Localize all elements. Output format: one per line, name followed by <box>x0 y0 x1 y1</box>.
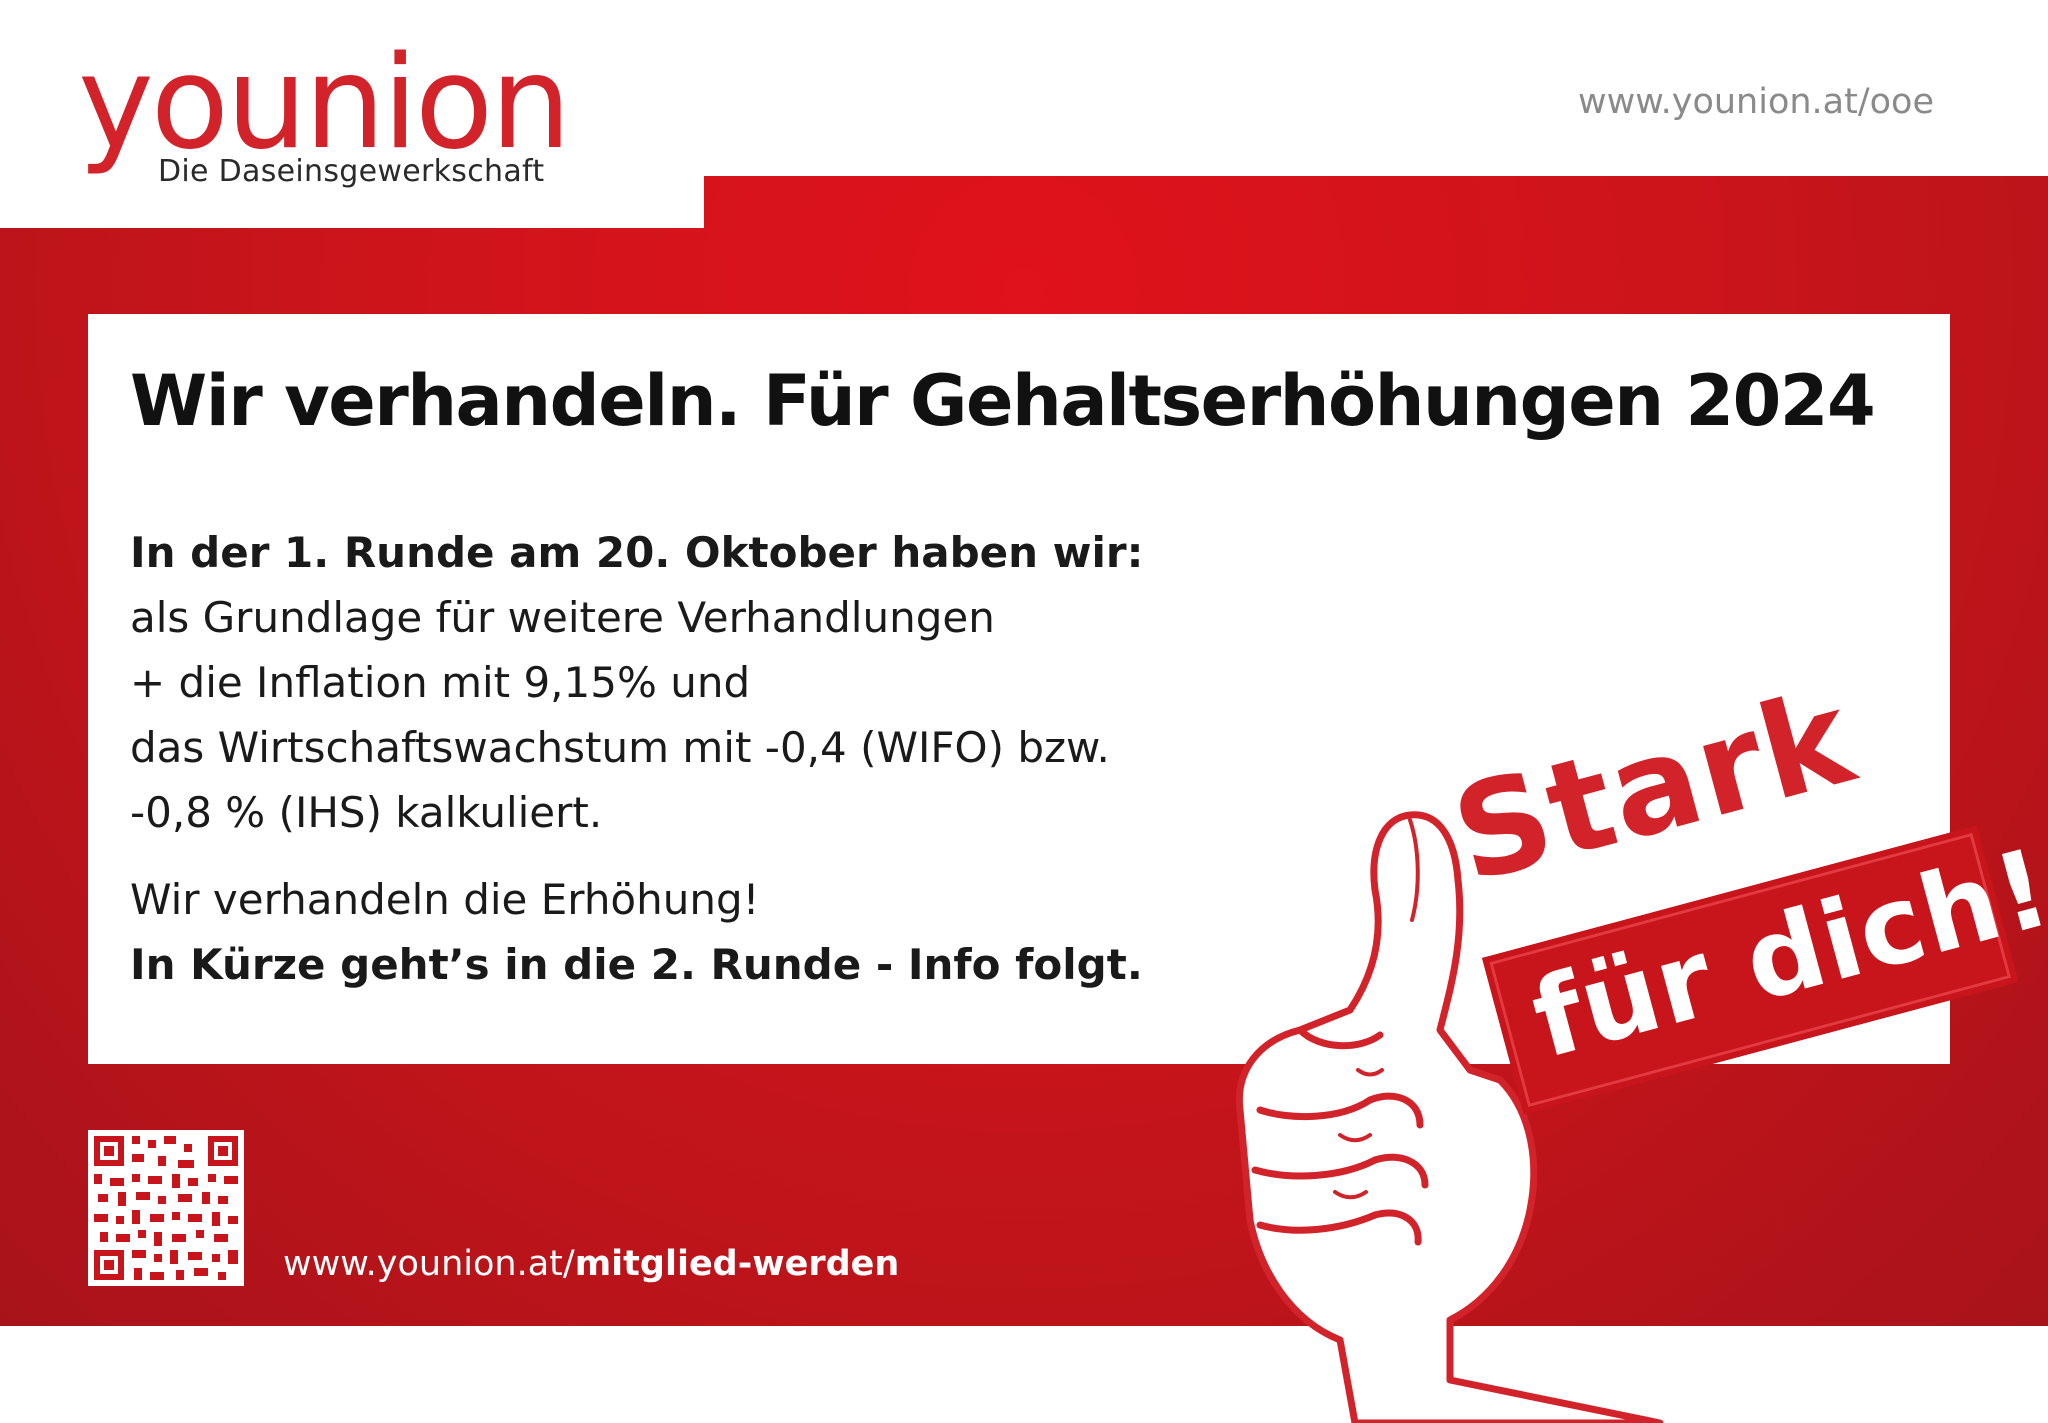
membership-url-path: mitglied-werden <box>574 1244 900 1284</box>
qr-code[interactable] <box>88 1130 244 1286</box>
header-url[interactable]: www.younion.at/ooe <box>1577 82 1934 122</box>
body-text: In der 1. Runde am 20. Oktober haben wir… <box>130 520 1143 997</box>
next-round-line: In Kürze geht’s in die 2. Runde - Info f… <box>130 940 1143 989</box>
body-line: das Wirtschaftswachstum mit -0,4 (WIFO) … <box>130 723 1110 772</box>
headline: Wir verhandeln. Für Gehaltserhöhungen 20… <box>130 360 1876 442</box>
body-line: -0,8 % (IHS) kalkuliert. <box>130 788 603 837</box>
logo-wordmark: younion <box>78 29 571 178</box>
logo-tagline: Die Daseinsgewerkschaft <box>158 154 545 189</box>
negotiation-line: Wir verhandeln die Erhöhung! <box>130 875 760 924</box>
round1-heading: In der 1. Runde am 20. Oktober haben wir… <box>130 528 1144 577</box>
younion-logo: younion Die Daseinsgewerkschaft <box>78 40 598 192</box>
thumbs-up-icon <box>1235 811 1664 1423</box>
membership-url[interactable]: www.younion.at/mitglied-werden <box>283 1244 899 1284</box>
body-line: + die Inflation mit 9,15% und <box>130 658 751 707</box>
membership-url-prefix: www.younion.at/ <box>283 1244 575 1284</box>
qr-code-icon <box>88 1130 244 1286</box>
body-line: als Grundlage für weitere Verhandlungen <box>130 593 995 642</box>
